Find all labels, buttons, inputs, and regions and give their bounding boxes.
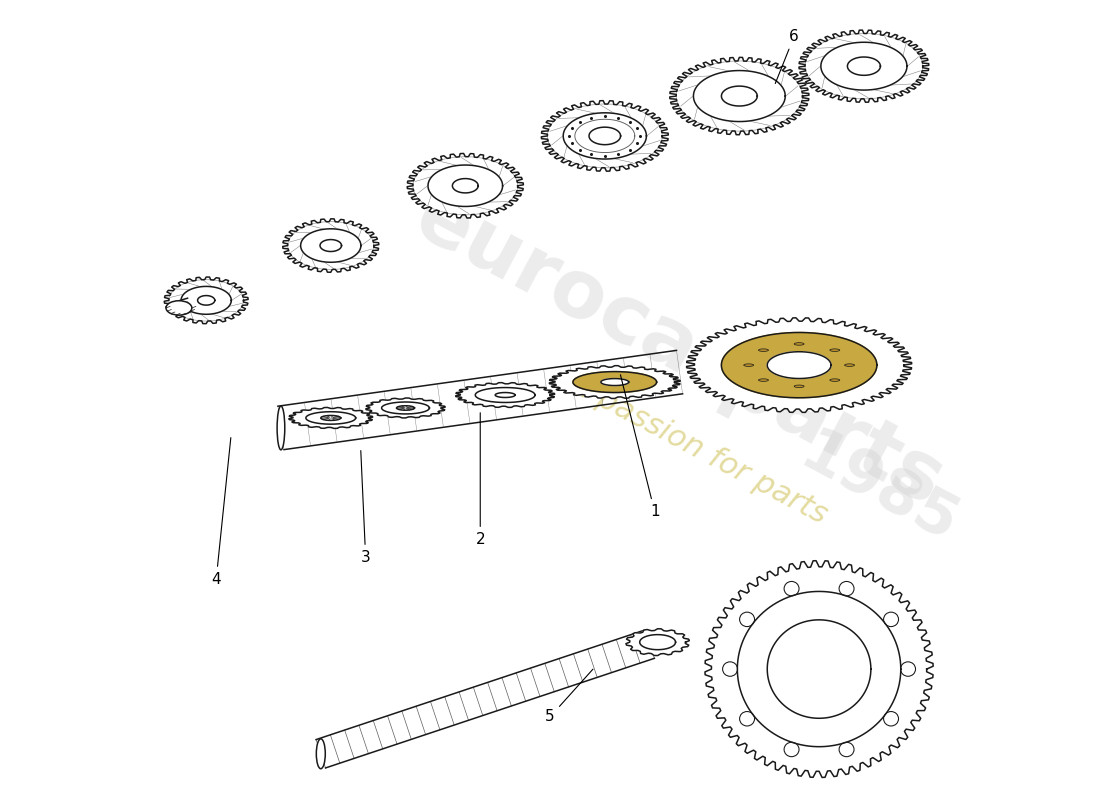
Ellipse shape [759, 379, 769, 382]
Polygon shape [198, 295, 214, 305]
Ellipse shape [166, 301, 191, 315]
Text: 1: 1 [620, 374, 659, 519]
Ellipse shape [277, 406, 285, 450]
Polygon shape [670, 58, 808, 134]
Ellipse shape [845, 364, 855, 366]
Polygon shape [407, 154, 524, 218]
Text: 6: 6 [776, 29, 799, 83]
Polygon shape [428, 165, 503, 206]
Polygon shape [283, 219, 378, 272]
Polygon shape [382, 402, 429, 414]
Polygon shape [366, 398, 446, 418]
Polygon shape [541, 101, 669, 171]
Ellipse shape [744, 364, 754, 366]
Ellipse shape [829, 349, 839, 351]
Polygon shape [601, 378, 629, 386]
Polygon shape [821, 42, 908, 90]
Ellipse shape [759, 349, 769, 351]
Polygon shape [626, 629, 690, 655]
Polygon shape [495, 393, 515, 398]
Polygon shape [455, 382, 554, 407]
Polygon shape [686, 318, 912, 412]
Polygon shape [722, 86, 757, 106]
Text: 1985: 1985 [790, 424, 968, 556]
Polygon shape [722, 333, 877, 398]
Polygon shape [320, 239, 341, 251]
Polygon shape [737, 591, 901, 746]
Polygon shape [289, 407, 373, 429]
Polygon shape [475, 387, 535, 402]
Text: 3: 3 [361, 450, 371, 565]
Polygon shape [563, 113, 647, 159]
Polygon shape [549, 366, 680, 398]
Polygon shape [799, 30, 928, 102]
Polygon shape [588, 127, 620, 145]
Polygon shape [705, 561, 933, 778]
Polygon shape [452, 178, 478, 193]
Text: eurocarparts: eurocarparts [402, 178, 957, 522]
Ellipse shape [829, 379, 839, 382]
Text: a passion for parts: a passion for parts [566, 370, 832, 530]
Polygon shape [640, 634, 675, 650]
Polygon shape [164, 277, 249, 324]
Polygon shape [396, 406, 415, 410]
Polygon shape [321, 415, 341, 421]
Text: 5: 5 [546, 669, 593, 724]
Polygon shape [847, 57, 880, 75]
Polygon shape [300, 229, 361, 262]
Polygon shape [306, 412, 355, 424]
Polygon shape [767, 620, 871, 718]
Ellipse shape [794, 342, 804, 345]
Ellipse shape [794, 385, 804, 387]
Ellipse shape [317, 739, 326, 769]
Polygon shape [573, 371, 657, 393]
Polygon shape [182, 286, 231, 314]
Polygon shape [693, 70, 785, 122]
Text: 4: 4 [211, 438, 231, 587]
Text: 2: 2 [475, 413, 485, 547]
Polygon shape [767, 352, 830, 378]
